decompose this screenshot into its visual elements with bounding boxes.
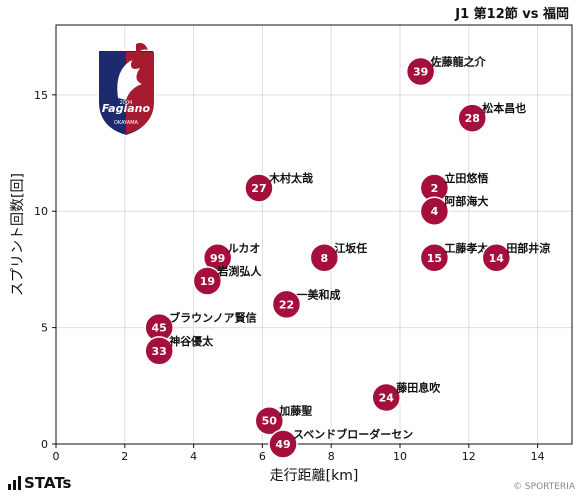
point-number: 8: [320, 252, 328, 265]
team-logo: Fagiano 2004 OKAYAMA: [97, 42, 155, 138]
logo-year: 2004: [120, 100, 133, 106]
y-tick-label: 10: [34, 205, 48, 218]
point-marker: [192, 266, 223, 296]
point-label: 加藤聖: [278, 404, 312, 418]
point-label: 藤田息吹: [396, 380, 441, 394]
bars-icon: [8, 476, 21, 490]
plot-frame: [55, 24, 573, 445]
point-marker: [419, 196, 450, 226]
point-marker: [371, 382, 401, 413]
data-point-8: 8 江坂任: [309, 241, 367, 273]
y-axis-label: スプリント回数[回]: [10, 173, 26, 296]
point-marker: [405, 56, 436, 87]
point-label: 一美和成: [296, 287, 340, 301]
point-marker: [254, 405, 285, 436]
point-label: 江坂任: [334, 241, 367, 255]
brand-name: STATs: [24, 474, 72, 492]
point-number: 99: [210, 252, 225, 265]
x-tick-label: 6: [259, 450, 266, 463]
data-point-2: 2 立田悠悟: [419, 171, 488, 203]
point-label: 岩渕弘人: [216, 264, 262, 278]
x-tick-label: 8: [328, 450, 335, 463]
x-tick-label: 0: [53, 450, 60, 463]
stats-logo: STATs: [8, 474, 71, 492]
point-label: ルカオ: [228, 242, 261, 255]
y-tick-label: 5: [41, 322, 48, 335]
point-number: 49: [275, 438, 290, 451]
point-number: 4: [431, 205, 439, 218]
point-number: 27: [251, 182, 266, 195]
x-tick-label: 10: [393, 450, 407, 463]
logo-city: OKAYAMA: [114, 120, 139, 126]
x-axis-label: 走行距離[km]: [270, 467, 359, 484]
point-marker: [271, 289, 302, 320]
point-number: 19: [200, 275, 215, 288]
point-marker: [457, 103, 487, 133]
x-tick-label: 12: [462, 450, 476, 463]
point-marker: [268, 429, 298, 459]
point-marker: [481, 243, 512, 273]
x-tick-label: 4: [190, 450, 197, 463]
point-label: 神谷優太: [169, 334, 214, 348]
point-number: 33: [152, 345, 167, 358]
point-label: スベンドブローダーセン: [293, 427, 413, 441]
data-point-4: 4 阿部海大: [419, 194, 488, 226]
point-number: 2: [431, 182, 439, 195]
point-number: 45: [152, 322, 167, 335]
point-number: 39: [413, 66, 428, 79]
point-number: 22: [279, 298, 294, 311]
point-label: ブラウンノア賢信: [169, 311, 256, 325]
logo-text: Fagiano: [102, 102, 151, 115]
point-number: 15: [427, 252, 442, 265]
point-number: 14: [489, 252, 505, 265]
x-tick-label: 14: [531, 450, 545, 463]
point-number: 28: [465, 112, 480, 125]
point-label: 佐藤龍之介: [430, 55, 487, 69]
point-label: 工藤孝太: [444, 241, 489, 255]
point-label: 松本昌也: [482, 101, 526, 115]
point-number: 24: [379, 391, 395, 404]
point-label: 阿部海大: [444, 194, 488, 208]
point-label: 木村太哉: [268, 171, 313, 185]
point-label: 立田悠悟: [444, 171, 488, 185]
chart-title: J1 第12節 vs 福岡: [455, 7, 569, 22]
y-tick-label: 0: [41, 438, 48, 451]
point-label: 田部井涼: [506, 241, 550, 255]
copyright: © SPORTERIA: [513, 482, 575, 492]
point-marker: [244, 173, 274, 203]
point-number: 50: [262, 415, 278, 428]
point-marker: [309, 243, 340, 273]
x-tick-label: 2: [121, 450, 128, 463]
point-marker: [144, 336, 174, 366]
y-tick-label: 15: [34, 89, 48, 102]
point-marker: [419, 243, 450, 273]
